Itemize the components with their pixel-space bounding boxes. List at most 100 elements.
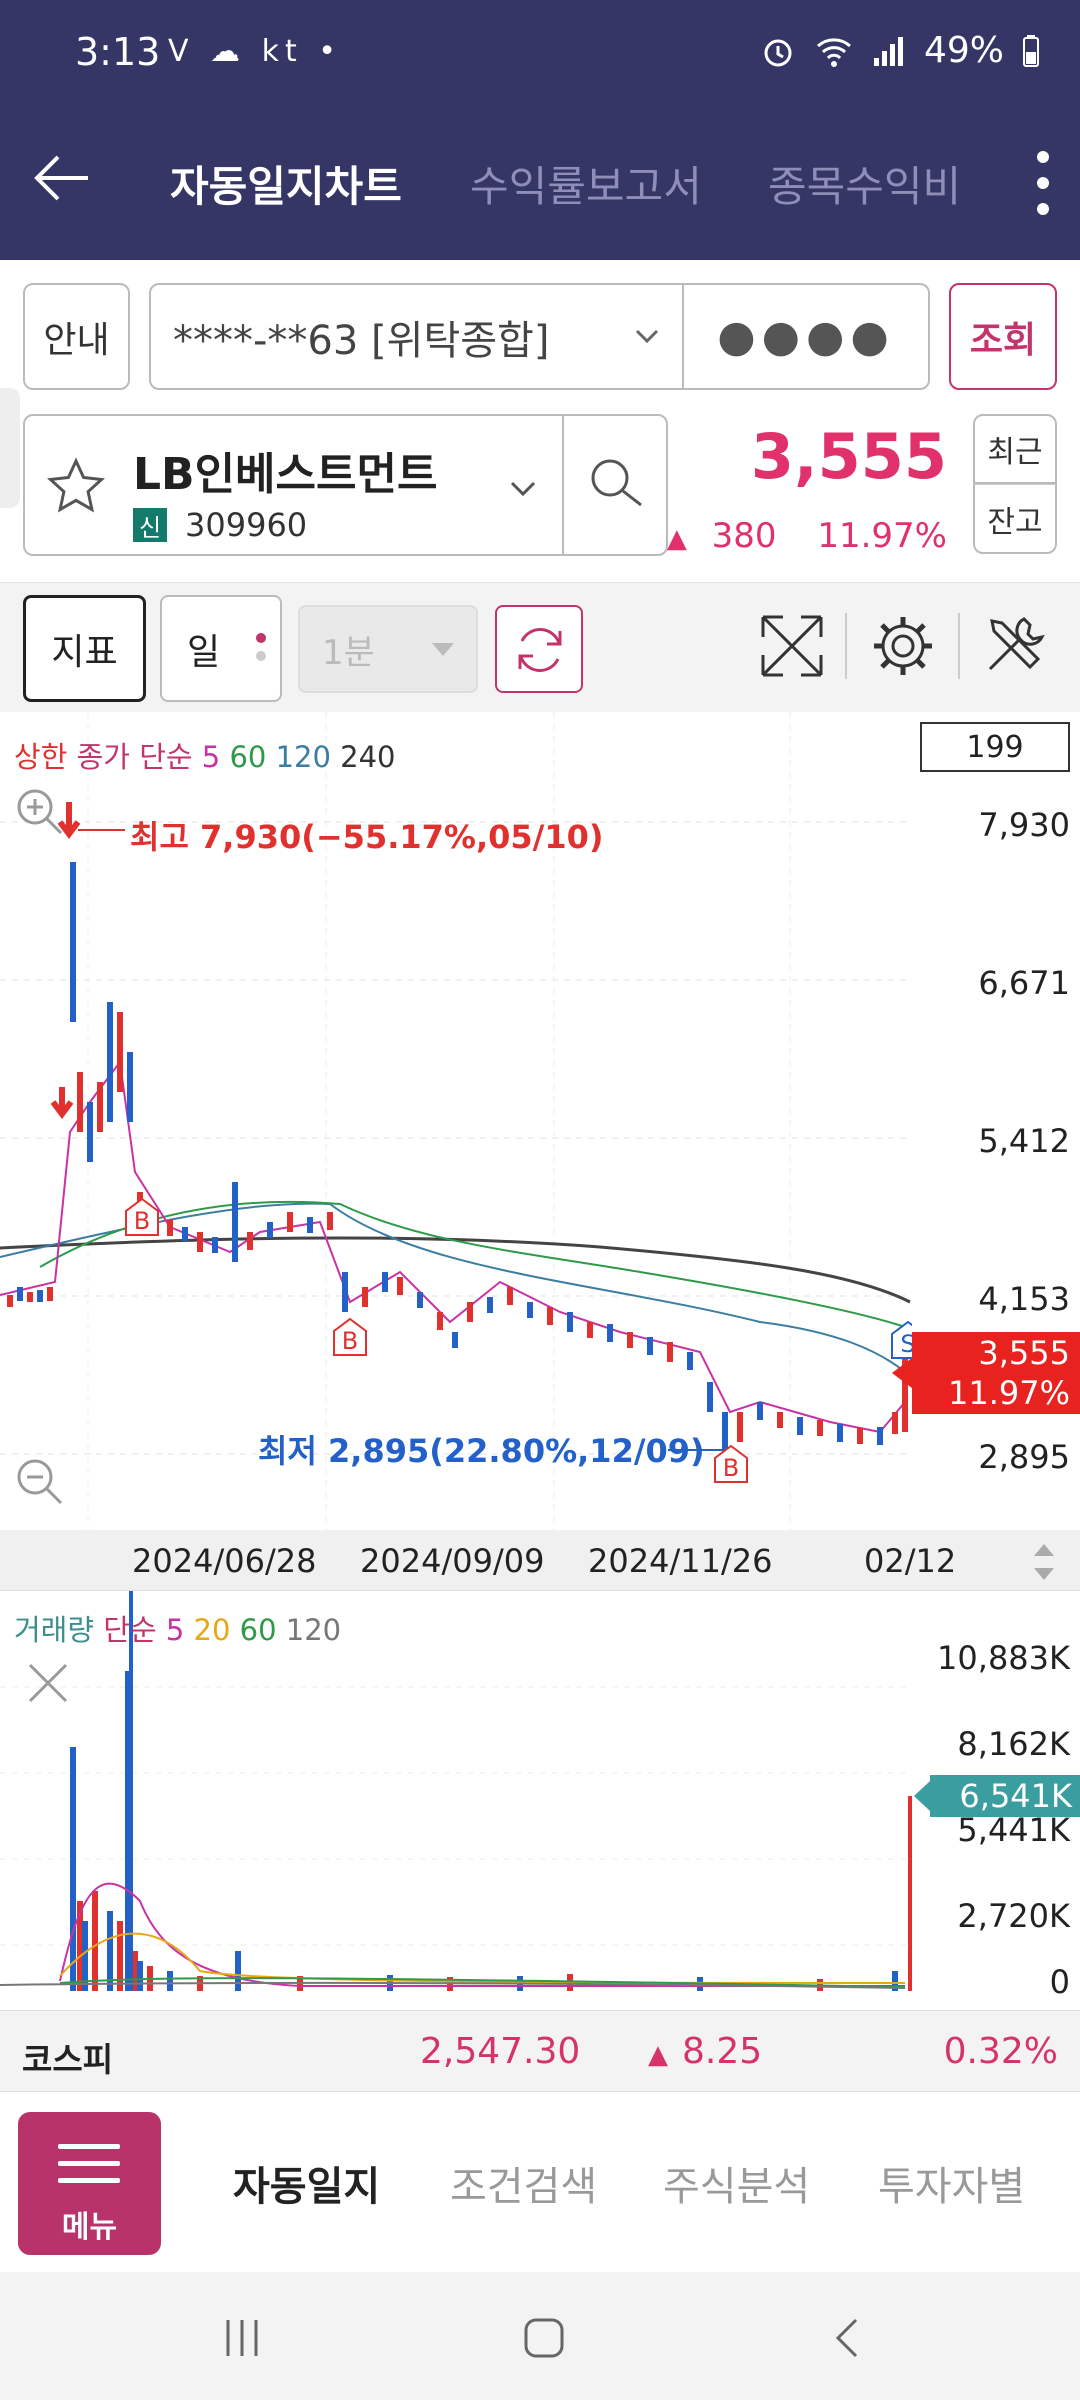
recent-apps-icon[interactable] (220, 2316, 264, 2360)
zoom-out-icon[interactable] (12, 1454, 68, 1510)
volume-chart[interactable]: 거래량 단순 5 20 60 120 10,883K 8,162K 5,441K… (0, 1590, 1080, 2010)
candle (362, 1287, 368, 1307)
status-time: 3:13 (75, 30, 161, 74)
candle (27, 1292, 33, 1302)
down-arrow-marker (57, 802, 81, 839)
candle (877, 1427, 883, 1445)
kospi-name: 코스피 (22, 2040, 114, 2079)
tag-pct: 11.97% (947, 1374, 1070, 1412)
candle (397, 1277, 403, 1295)
candle (892, 1412, 898, 1434)
battery-icon (1023, 34, 1039, 67)
indicator-button[interactable]: 지표 (23, 595, 146, 702)
ma240-line (0, 1236, 911, 1304)
period-button[interactable]: 일 (160, 595, 282, 702)
volume-y-tick: 0 (1049, 1963, 1070, 2001)
volume-plot[interactable] (0, 1591, 912, 2011)
hamburger-icon (58, 2144, 120, 2195)
candle (267, 1222, 273, 1238)
candle (487, 1297, 493, 1313)
chevron-down-icon[interactable] (507, 472, 539, 504)
tab-auto-journal-chart[interactable]: 자동일지차트 (170, 162, 402, 211)
menu-label: 메뉴 (61, 2210, 118, 2245)
candle (7, 1295, 13, 1307)
stock-search-button[interactable] (562, 416, 668, 554)
legend-item-2: 단순 (139, 740, 202, 774)
toolbar-divider (958, 613, 960, 679)
back-arrow-icon[interactable] (28, 143, 98, 213)
volume-bar (908, 1796, 912, 1991)
dropdown-triangle-icon (432, 643, 454, 656)
nav-tab-stock-analysis[interactable]: 주식분석 (663, 2164, 811, 2210)
balance-button[interactable]: 잔고 (973, 484, 1057, 554)
x-tick: 2024/11/26 (588, 1542, 773, 1580)
volume-bar (70, 1747, 76, 1991)
chevron-down-icon (635, 329, 659, 344)
tab-stock-return[interactable]: 종목수익비 (768, 162, 962, 211)
candle (232, 1182, 238, 1262)
nav-tab-investor[interactable]: 투자자별 (878, 2164, 1026, 2210)
x-tick: 2024/06/28 (132, 1542, 317, 1580)
candle (587, 1322, 593, 1338)
back-icon[interactable] (826, 2316, 870, 2360)
battery-text: 49% (923, 30, 1004, 71)
close-icon[interactable] (20, 1655, 76, 1711)
kospi-change-value: 8.25 (682, 2031, 763, 2072)
more-options-icon[interactable] (1028, 145, 1058, 215)
expand-icon[interactable] (757, 611, 827, 681)
tools-icon[interactable] (980, 611, 1050, 681)
bottom-nav: 메뉴 자동일지 조건검색 주식분석 투자자별 (0, 2092, 1080, 2272)
chart-toolbar: 지표 일 1분 (0, 582, 1080, 712)
side-drawer-handle[interactable] (0, 388, 20, 508)
resize-handle-icon[interactable] (1030, 1542, 1058, 1582)
period-label: 일 (187, 631, 221, 673)
candle-count[interactable]: 199 (920, 722, 1070, 772)
volume-y-tick: 2,720K (957, 1897, 1070, 1935)
volume-legend-item-2: 5 (165, 1613, 194, 1647)
recent-button[interactable]: 최근 (973, 414, 1057, 484)
nav-tab-auto-journal[interactable]: 자동일지 (233, 2164, 381, 2210)
guide-button[interactable]: 안내 (23, 283, 130, 390)
query-button[interactable]: 조회 (949, 283, 1057, 390)
home-icon[interactable] (522, 2316, 566, 2360)
candle (307, 1217, 313, 1233)
candle (722, 1412, 728, 1452)
y-tick: 4,153 (978, 1280, 1070, 1318)
tab-return-report[interactable]: 수익률보고서 (470, 162, 702, 211)
menu-button[interactable]: 메뉴 (18, 2112, 161, 2255)
current-price: 3,555 (750, 420, 947, 493)
date-axis: 2024/06/28 2024/09/09 2024/11/26 02/12 (0, 1530, 1080, 1590)
stock-selector[interactable]: LB인베스트먼트 신 309960 (23, 414, 668, 556)
password-field[interactable]: ●●●● (684, 283, 930, 390)
account-select[interactable]: ****-**63 [위탁종합] (149, 283, 684, 390)
settings-gear-icon[interactable] (868, 611, 938, 681)
up-triangle-icon: ▲ (666, 524, 687, 554)
volume-legend-item-1: 단순 (103, 1613, 166, 1647)
favorite-star-icon[interactable] (45, 456, 107, 518)
candlestick-plot[interactable]: B B B S (0, 712, 912, 1530)
notification-icons: V ☁ kt • (168, 34, 342, 69)
system-nav-bar (0, 2272, 1080, 2400)
kospi-ticker[interactable]: 코스피 2,547.30 ▲ 8.25 0.32% (0, 2010, 1080, 2092)
nav-tab-condition-search[interactable]: 조건검색 (450, 2164, 598, 2210)
refresh-button[interactable] (495, 605, 583, 693)
candle (817, 1420, 823, 1436)
stock-name: LB인베스트먼트 (133, 449, 438, 500)
down-arrow-marker (50, 1087, 74, 1119)
candle (17, 1287, 23, 1301)
kospi-value: 2,547.30 (420, 2031, 581, 2072)
volume-y-tick: 5,441K (957, 1811, 1070, 1849)
volume-bar (77, 1901, 83, 1991)
candle (87, 1102, 93, 1162)
zoom-in-icon[interactable] (12, 784, 68, 840)
volume-bar (117, 1921, 123, 1991)
legend-item-6: 240 (340, 740, 396, 774)
price-chart[interactable]: B B B S 상한 종가 단순 5 60 120 240 199 7,930 6,6… (0, 712, 1080, 1530)
x-tick: 02/12 (864, 1542, 957, 1580)
buy-marker: B (134, 1207, 150, 1235)
minute-select: 1분 (298, 605, 478, 693)
buy-marker-shape (333, 1317, 367, 1356)
account-value: ****-**63 [위탁종합] (173, 317, 550, 364)
candle (452, 1332, 458, 1348)
price-change-pct: 11.97% (817, 516, 947, 556)
